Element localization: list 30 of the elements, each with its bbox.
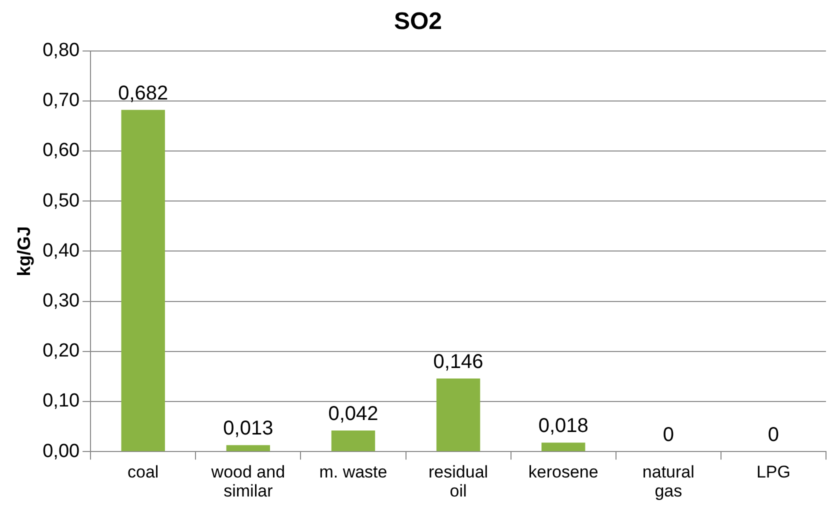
- data-label: 0,013: [223, 418, 274, 440]
- y-tick-label: 0,70: [42, 90, 80, 112]
- chart-title: SO2: [394, 8, 442, 36]
- x-tick-label: kerosene: [528, 462, 598, 482]
- data-label: 0,042: [328, 403, 378, 426]
- y-tick-label: 0,50: [42, 190, 80, 212]
- y-tick-label: 0,60: [42, 140, 80, 162]
- data-label: 0,018: [538, 415, 588, 438]
- x-tick-label: natural gas: [642, 462, 694, 500]
- bar: [331, 430, 376, 452]
- x-tick-label: residual oil: [428, 462, 488, 500]
- bar: [541, 442, 586, 452]
- x-tick-label: wood and similar: [210, 462, 286, 500]
- bar: [226, 445, 270, 452]
- y-tick-label: 0,00: [42, 440, 80, 462]
- y-tick-label: 0,30: [42, 290, 80, 312]
- y-tick-label: 0,20: [42, 340, 80, 362]
- bar: [436, 378, 480, 452]
- y-tick-label: 0,80: [42, 40, 80, 62]
- data-label: 0,146: [433, 350, 484, 373]
- data-label: 0: [662, 424, 674, 446]
- x-tick-label: LPG: [756, 462, 790, 482]
- bar: [121, 110, 165, 452]
- data-label: 0,682: [118, 82, 168, 104]
- y-tick-label: 0,10: [42, 390, 80, 412]
- x-tick-label: m. waste: [319, 462, 388, 482]
- y-tick-label: 0,40: [42, 240, 80, 262]
- x-tick-label: coal: [128, 462, 159, 482]
- data-label: 0: [768, 424, 780, 446]
- y-axis-title: kg/GJ: [14, 226, 34, 276]
